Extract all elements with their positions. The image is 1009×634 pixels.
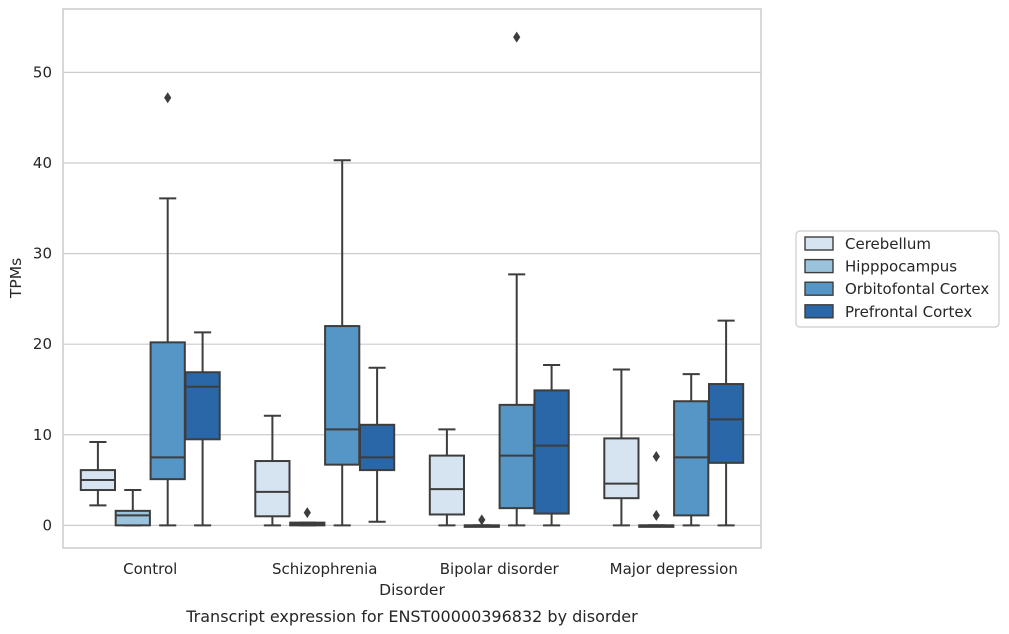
box-0-3: [184, 331, 221, 527]
box-0-1: [114, 489, 151, 527]
box-3-0: [603, 368, 640, 527]
outlier-point: [513, 31, 521, 43]
box-body: [707, 383, 745, 464]
legend-swatch: [804, 258, 834, 274]
outlier-point: [652, 509, 660, 521]
y-tick-label: 0: [42, 516, 52, 534]
box-body: [603, 437, 640, 500]
box-body: [358, 423, 396, 472]
box-1-2: [324, 159, 361, 527]
box-1-0: [254, 414, 291, 527]
legend-swatch: [804, 304, 834, 319]
x-tick-labels: Control Schizophrenia Bipolar disorder Majo…: [123, 560, 738, 578]
plot-frame: [62, 8, 762, 549]
box-3-2: [673, 373, 710, 527]
outlier-point: [303, 507, 311, 519]
box-3-1: [638, 451, 675, 528]
legend-label: Hipppocampus: [845, 258, 957, 276]
legend-label: Orbitofontal Cortex: [845, 280, 989, 298]
x-tick-label: Major depression: [610, 560, 738, 578]
legend: Cerebellum Hipppocampus Orbitofontal Corte…: [795, 230, 1000, 328]
box-body: [324, 325, 361, 466]
box-2-0: [428, 428, 466, 527]
x-tick-label: Schizophrenia: [272, 560, 377, 578]
box-2-2: [498, 31, 535, 527]
box-plot-area: [79, 31, 745, 528]
box-body: [428, 454, 466, 516]
chart-caption: Transcript expression for ENST0000039683…: [185, 607, 638, 626]
y-tick-label: 20: [33, 335, 52, 353]
box-body: [254, 460, 291, 518]
box-3-3: [707, 319, 745, 527]
y-tick-label: 50: [33, 63, 52, 81]
box-body: [149, 341, 186, 481]
x-tick-label: Bipolar disorder: [440, 560, 560, 578]
legend-label: Prefrontal Cortex: [845, 303, 972, 321]
y-tick-label: 40: [33, 154, 52, 172]
box-1-3: [358, 366, 396, 523]
y-axis-label: TPMs: [7, 258, 25, 299]
box-body: [533, 389, 570, 515]
outlier-point: [164, 92, 172, 104]
y-tick-label: 10: [33, 426, 52, 444]
box-body: [184, 371, 221, 441]
outlier-point: [652, 451, 660, 463]
outlier-point: [478, 514, 486, 526]
x-tick-label: Control: [123, 560, 177, 578]
legend-label: Cerebellum: [845, 235, 931, 253]
x-axis-label: Disorder: [379, 581, 445, 599]
y-tick-labels: 0 10 20 30 40 50: [33, 63, 52, 534]
box-0-2: [149, 92, 186, 527]
legend-swatch: [804, 236, 834, 251]
box-body: [114, 509, 151, 527]
legend-swatch: [804, 281, 834, 296]
box-2-1: [463, 514, 500, 528]
box-1-1: [289, 507, 326, 527]
box-2-3: [533, 364, 570, 527]
box-0-0: [79, 441, 117, 507]
y-tick-label: 30: [33, 245, 52, 263]
legend-frame: [795, 230, 1000, 328]
